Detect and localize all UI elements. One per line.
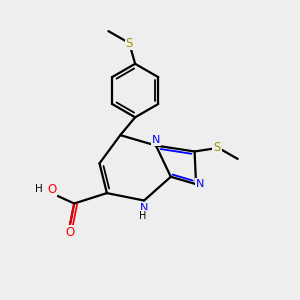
Text: N: N	[152, 135, 160, 145]
Text: O: O	[47, 183, 56, 196]
Text: S: S	[213, 140, 220, 154]
Text: N: N	[196, 179, 205, 189]
Text: S: S	[125, 37, 133, 50]
Text: H: H	[35, 184, 42, 194]
Text: N: N	[140, 203, 148, 213]
Text: O: O	[65, 226, 74, 239]
Text: H: H	[139, 211, 146, 221]
